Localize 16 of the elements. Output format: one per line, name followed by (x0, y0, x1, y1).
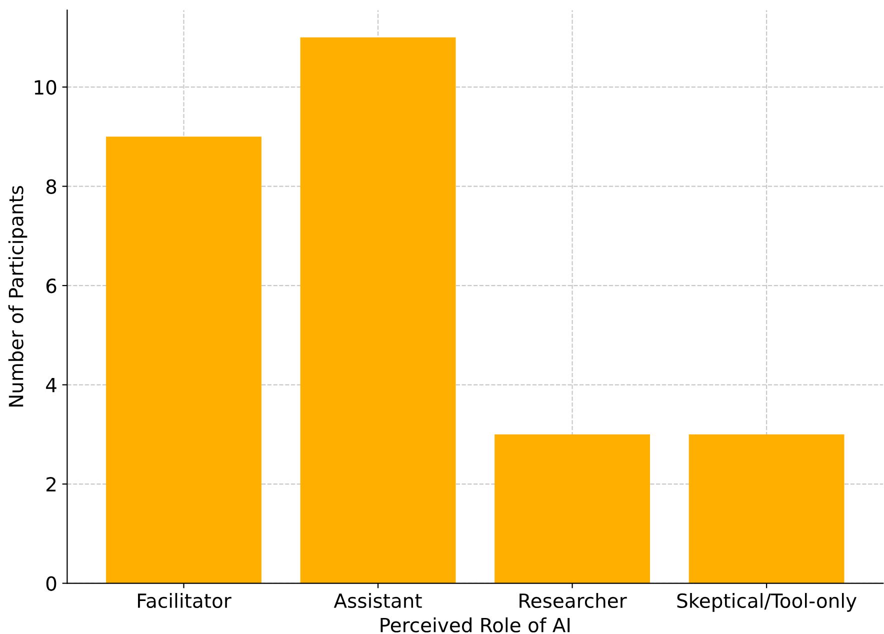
y-tick-label: 4 (46, 378, 56, 392)
y-axis-title: Number of Participants (8, 186, 28, 407)
bar (300, 37, 456, 584)
y-tick-label: 0 (46, 576, 56, 591)
x-tick-label: Assistant (334, 593, 422, 608)
x-axis-title: Perceived Role of AI (380, 617, 570, 632)
x-tick-label: Skeptical/Tool-only (677, 593, 857, 612)
y-tick-label: 10 (34, 80, 56, 95)
y-tick-label: 2 (46, 476, 56, 492)
bar (106, 136, 262, 584)
x-tick-label: Facilitator (138, 593, 232, 608)
y-tick-label: 6 (46, 278, 56, 294)
x-tick-label: Researcher (520, 593, 627, 608)
bar (688, 434, 844, 584)
y-tick-label: 8 (46, 179, 56, 194)
bar (494, 434, 650, 584)
